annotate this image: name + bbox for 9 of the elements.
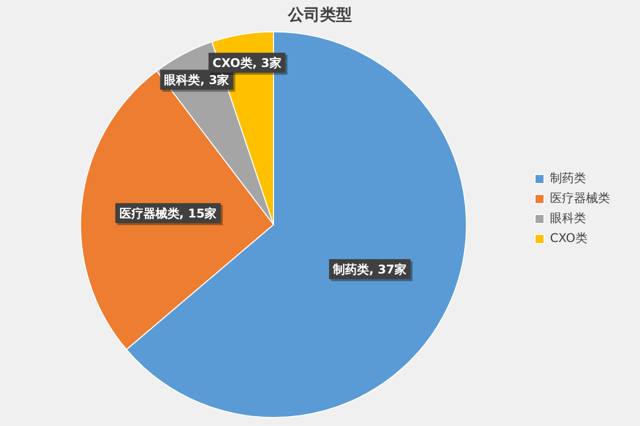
data-label: 眼科类, 3家	[164, 72, 230, 87]
data-label: 医疗器械类, 15家	[119, 206, 217, 220]
legend-label: 医疗器械类	[550, 191, 610, 206]
chart-title: 公司类型	[287, 4, 352, 24]
legend-label: CXO类	[550, 231, 588, 246]
data-label: CXO类, 3家	[212, 56, 282, 70]
legend-label: 眼科类	[550, 211, 586, 226]
legend-label: 制药类	[550, 171, 586, 186]
data-label: 制药类, 37家	[332, 262, 407, 276]
